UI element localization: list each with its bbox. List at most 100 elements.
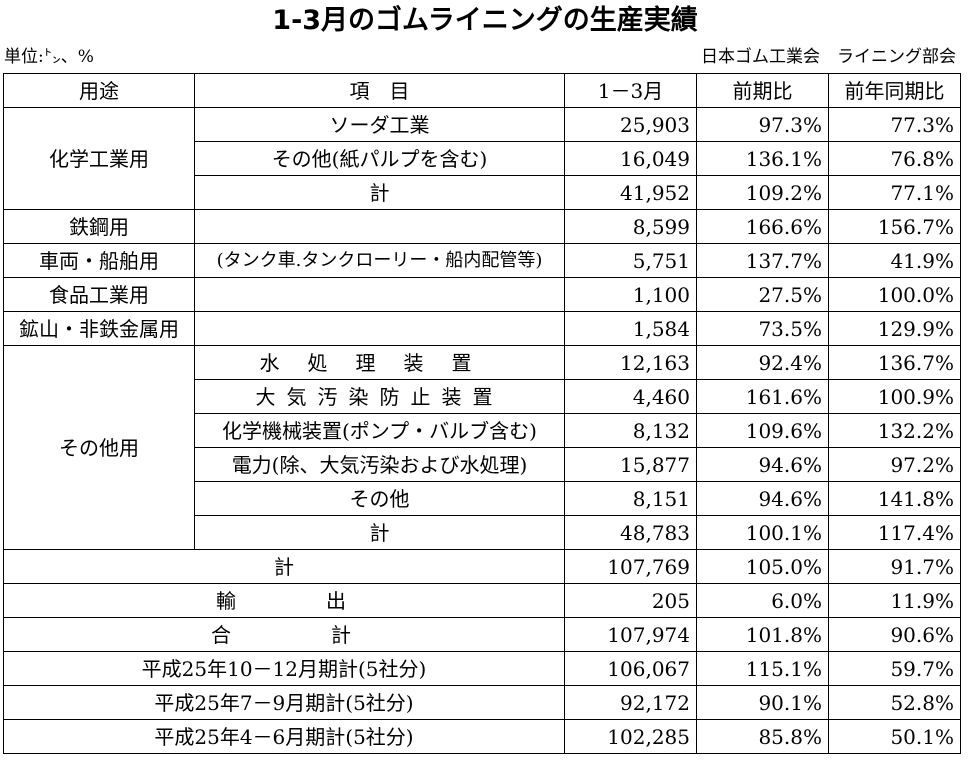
period-label: 平成25年7－9月期計(5社分) — [3, 685, 565, 720]
organization-label: 日本ゴム工業会 ライニング部会 — [701, 47, 956, 67]
item-label: 水処理装置 — [194, 345, 565, 380]
yoy-ratio-cell: 76.8% — [828, 141, 961, 176]
header-use: 用途 — [3, 73, 195, 108]
yoy-ratio-cell: 117.4% — [828, 515, 961, 550]
prev-ratio-cell: 73.5% — [696, 311, 829, 346]
table-row: 平成25年10－12月期計(5社分) 106,067 115.1% 59.7% — [3, 651, 961, 686]
prev-ratio-cell: 85.8% — [696, 719, 829, 754]
yoy-ratio-cell: 77.1% — [828, 175, 961, 210]
item-label: 計 — [194, 175, 565, 210]
yoy-ratio-cell: 11.9% — [828, 583, 961, 618]
table-row: 鉄鋼用 8,599 166.6% 156.7% — [3, 209, 961, 244]
prev-ratio-cell: 94.6% — [696, 447, 829, 482]
value-cell: 102,285 — [564, 719, 697, 754]
item-label — [194, 277, 565, 312]
value-cell: 15,877 — [564, 447, 697, 482]
value-cell: 25,903 — [564, 107, 697, 142]
item-label — [194, 311, 565, 346]
header-item: 項 目 — [194, 73, 565, 108]
value-cell: 106,067 — [564, 651, 697, 686]
table-row: 大気汚染防止装置 4,460 161.6% 100.9% — [4, 379, 961, 414]
item-label: (タンク車.タンクローリー・船内配管等) — [194, 243, 565, 278]
value-cell: 8,132 — [564, 413, 697, 448]
table-row: 食品工業用 1,100 27.5% 100.0% — [3, 277, 961, 312]
yoy-ratio-cell: 129.9% — [828, 311, 961, 346]
category-label: 車両・船舶用 — [3, 243, 195, 278]
page-title: 1-3月のゴムライニングの生産実績 — [272, 5, 698, 36]
period-label: 平成25年4－6月期計(5社分) — [3, 719, 565, 754]
prev-ratio-cell: 105.0% — [696, 549, 829, 584]
item-label: 大気汚染防止装置 — [194, 379, 565, 414]
yoy-ratio-cell: 91.7% — [828, 549, 961, 584]
yoy-ratio-cell: 59.7% — [828, 651, 961, 686]
value-cell: 1,584 — [564, 311, 697, 346]
value-cell: 5,751 — [564, 243, 697, 278]
yoy-ratio-cell: 52.8% — [828, 685, 961, 720]
header-period: 1－3月 — [564, 73, 697, 108]
yoy-ratio-cell: 97.2% — [828, 447, 961, 482]
table-row: 鉱山・非鉄金属用 1,584 73.5% 129.9% — [3, 311, 961, 346]
grand-total-label: 合計 — [3, 617, 565, 652]
category-label: 鉱山・非鉄金属用 — [3, 311, 195, 346]
header-row: 用途 項 目 1－3月 前期比 前年同期比 — [3, 73, 961, 108]
category-label: 鉄鋼用 — [3, 209, 195, 244]
value-cell: 205 — [564, 583, 697, 618]
item-label: その他 — [194, 481, 565, 516]
yoy-ratio-cell: 136.7% — [828, 345, 961, 380]
table-row: その他 8,151 94.6% 141.8% — [4, 481, 961, 516]
prev-ratio-cell: 90.1% — [696, 685, 829, 720]
prev-ratio-cell: 92.4% — [696, 345, 829, 380]
table-row: 電力(除、大気汚染および水処理) 15,877 94.6% 97.2% — [4, 447, 961, 482]
yoy-ratio-cell: 100.9% — [828, 379, 961, 414]
table-row: 平成25年7－9月期計(5社分) 92,172 90.1% 52.8% — [3, 685, 961, 720]
prev-ratio-cell: 161.6% — [696, 379, 829, 414]
yoy-ratio-cell: 132.2% — [828, 413, 961, 448]
value-cell: 107,974 — [564, 617, 697, 652]
value-cell: 107,769 — [564, 549, 697, 584]
yoy-ratio-cell: 141.8% — [828, 481, 961, 516]
yoy-ratio-cell: 90.6% — [828, 617, 961, 652]
prev-ratio-cell: 137.7% — [696, 243, 829, 278]
prev-ratio-cell: 115.1% — [696, 651, 829, 686]
yoy-ratio-cell: 156.7% — [828, 209, 961, 244]
production-table: 用途 項 目 1－3月 前期比 前年同期比 化学工業用 ソーダ工業 25,903… — [3, 73, 961, 754]
item-label: その他(紙パルプを含む) — [194, 141, 565, 176]
period-label: 平成25年10－12月期計(5社分) — [3, 651, 565, 686]
prev-ratio-cell: 101.8% — [696, 617, 829, 652]
unit-label: 単位:㌧、% — [4, 47, 94, 67]
item-label — [194, 209, 565, 244]
prev-ratio-cell: 136.1% — [696, 141, 829, 176]
value-cell: 4,460 — [564, 379, 697, 414]
value-cell: 8,151 — [564, 481, 697, 516]
prev-ratio-cell: 27.5% — [696, 277, 829, 312]
table-row: 平成25年4－6月期計(5社分) 102,285 85.8% 50.1% — [3, 719, 961, 754]
prev-ratio-cell: 109.2% — [696, 175, 829, 210]
value-cell: 8,599 — [564, 209, 697, 244]
export-label: 輸出 — [3, 583, 565, 618]
table-row: 車両・船舶用 (タンク車.タンクローリー・船内配管等) 5,751 137.7%… — [3, 243, 961, 278]
yoy-ratio-cell: 77.3% — [828, 107, 961, 142]
header-prev: 前期比 — [696, 73, 829, 108]
item-label: 電力(除、大気汚染および水処理) — [194, 447, 565, 482]
item-label: 計 — [194, 515, 565, 550]
prev-ratio-cell: 100.1% — [696, 515, 829, 550]
value-cell: 16,049 — [564, 141, 697, 176]
yoy-ratio-cell: 41.9% — [828, 243, 961, 278]
value-cell: 48,783 — [564, 515, 697, 550]
value-cell: 1,100 — [564, 277, 697, 312]
yoy-ratio-cell: 100.0% — [828, 277, 961, 312]
category-label: 食品工業用 — [3, 277, 195, 312]
subtotal-label: 計 — [3, 549, 565, 584]
value-cell: 41,952 — [564, 175, 697, 210]
table-row: 輸出 205 6.0% 11.9% — [3, 583, 961, 618]
prev-ratio-cell: 94.6% — [696, 481, 829, 516]
item-label: 化学機械装置(ポンプ・バルブ含む) — [194, 413, 565, 448]
table-row: 化学工業用 ソーダ工業 25,903 97.3% 77.3% — [3, 107, 961, 210]
value-cell: 92,172 — [564, 685, 697, 720]
table-row: 計 107,769 105.0% 91.7% — [3, 549, 961, 584]
category-label: 化学工業用 — [3, 107, 195, 210]
prev-ratio-cell: 97.3% — [696, 107, 829, 142]
table-row: 合計 107,974 101.8% 90.6% — [3, 617, 961, 652]
yoy-ratio-cell: 50.1% — [828, 719, 961, 754]
prev-ratio-cell: 6.0% — [696, 583, 829, 618]
